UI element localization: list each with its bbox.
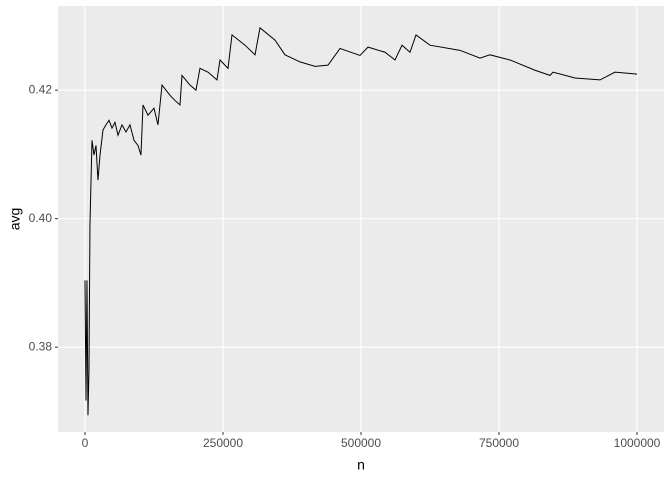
x-tick-label: 1000000 bbox=[614, 436, 661, 450]
x-tick-label: 750000 bbox=[479, 436, 519, 450]
x-tick-label: 500000 bbox=[341, 436, 381, 450]
y-axis-title: avg bbox=[7, 208, 23, 231]
y-tick-label: 0.38 bbox=[29, 339, 53, 353]
x-tick-label: 0 bbox=[82, 436, 89, 450]
x-axis-title: n bbox=[357, 457, 365, 473]
y-tick-label: 0.42 bbox=[29, 82, 53, 96]
y-tick-label: 0.40 bbox=[29, 211, 53, 225]
data-line bbox=[84, 26, 638, 416]
x-tick-label: 250000 bbox=[203, 436, 243, 450]
